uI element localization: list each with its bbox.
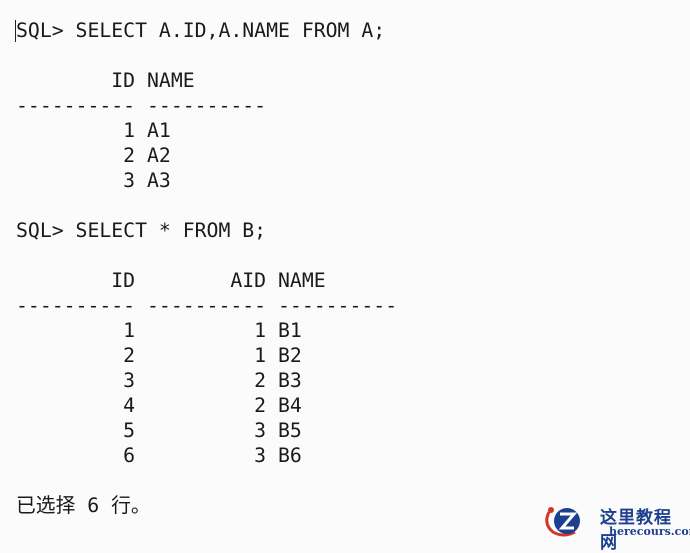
- console-line: [16, 468, 397, 493]
- console-line: ---------- ---------- ----------: [16, 294, 398, 317]
- console-line: ID NAME: [16, 69, 195, 92]
- console-line: [16, 243, 397, 268]
- console-line: SQL> SELECT * FROM B;: [16, 219, 267, 242]
- console-line: ---------- ----------: [16, 94, 267, 117]
- console-line: 已选择 6 行。: [16, 494, 151, 517]
- watermark-site: herecours.com: [609, 525, 690, 538]
- watermark: 这里教程网 herecours.com: [543, 500, 690, 553]
- console-line: 4 2 B4: [16, 394, 302, 417]
- console-line: 1 1 B1: [16, 319, 302, 342]
- console-line: [16, 193, 397, 218]
- console-line: [16, 43, 397, 68]
- sqlplus-console[interactable]: SQL> SELECT A.ID,A.NAME FROM A; ID NAME -…: [16, 18, 397, 518]
- z-logo-icon: [545, 507, 580, 537]
- console-line: 2 A2: [16, 144, 171, 167]
- console-line: 6 3 B6: [16, 444, 302, 467]
- console-line: 3 A3: [16, 169, 171, 192]
- console-line: ID AID NAME: [16, 269, 326, 292]
- console-line: 5 3 B5: [16, 419, 302, 442]
- text-cursor: [15, 20, 16, 42]
- console-line: 1 A1: [16, 119, 171, 142]
- console-line: 2 1 B2: [16, 344, 302, 367]
- console-line: 3 2 B3: [16, 369, 302, 392]
- console-line: SQL> SELECT A.ID,A.NAME FROM A;: [16, 19, 386, 42]
